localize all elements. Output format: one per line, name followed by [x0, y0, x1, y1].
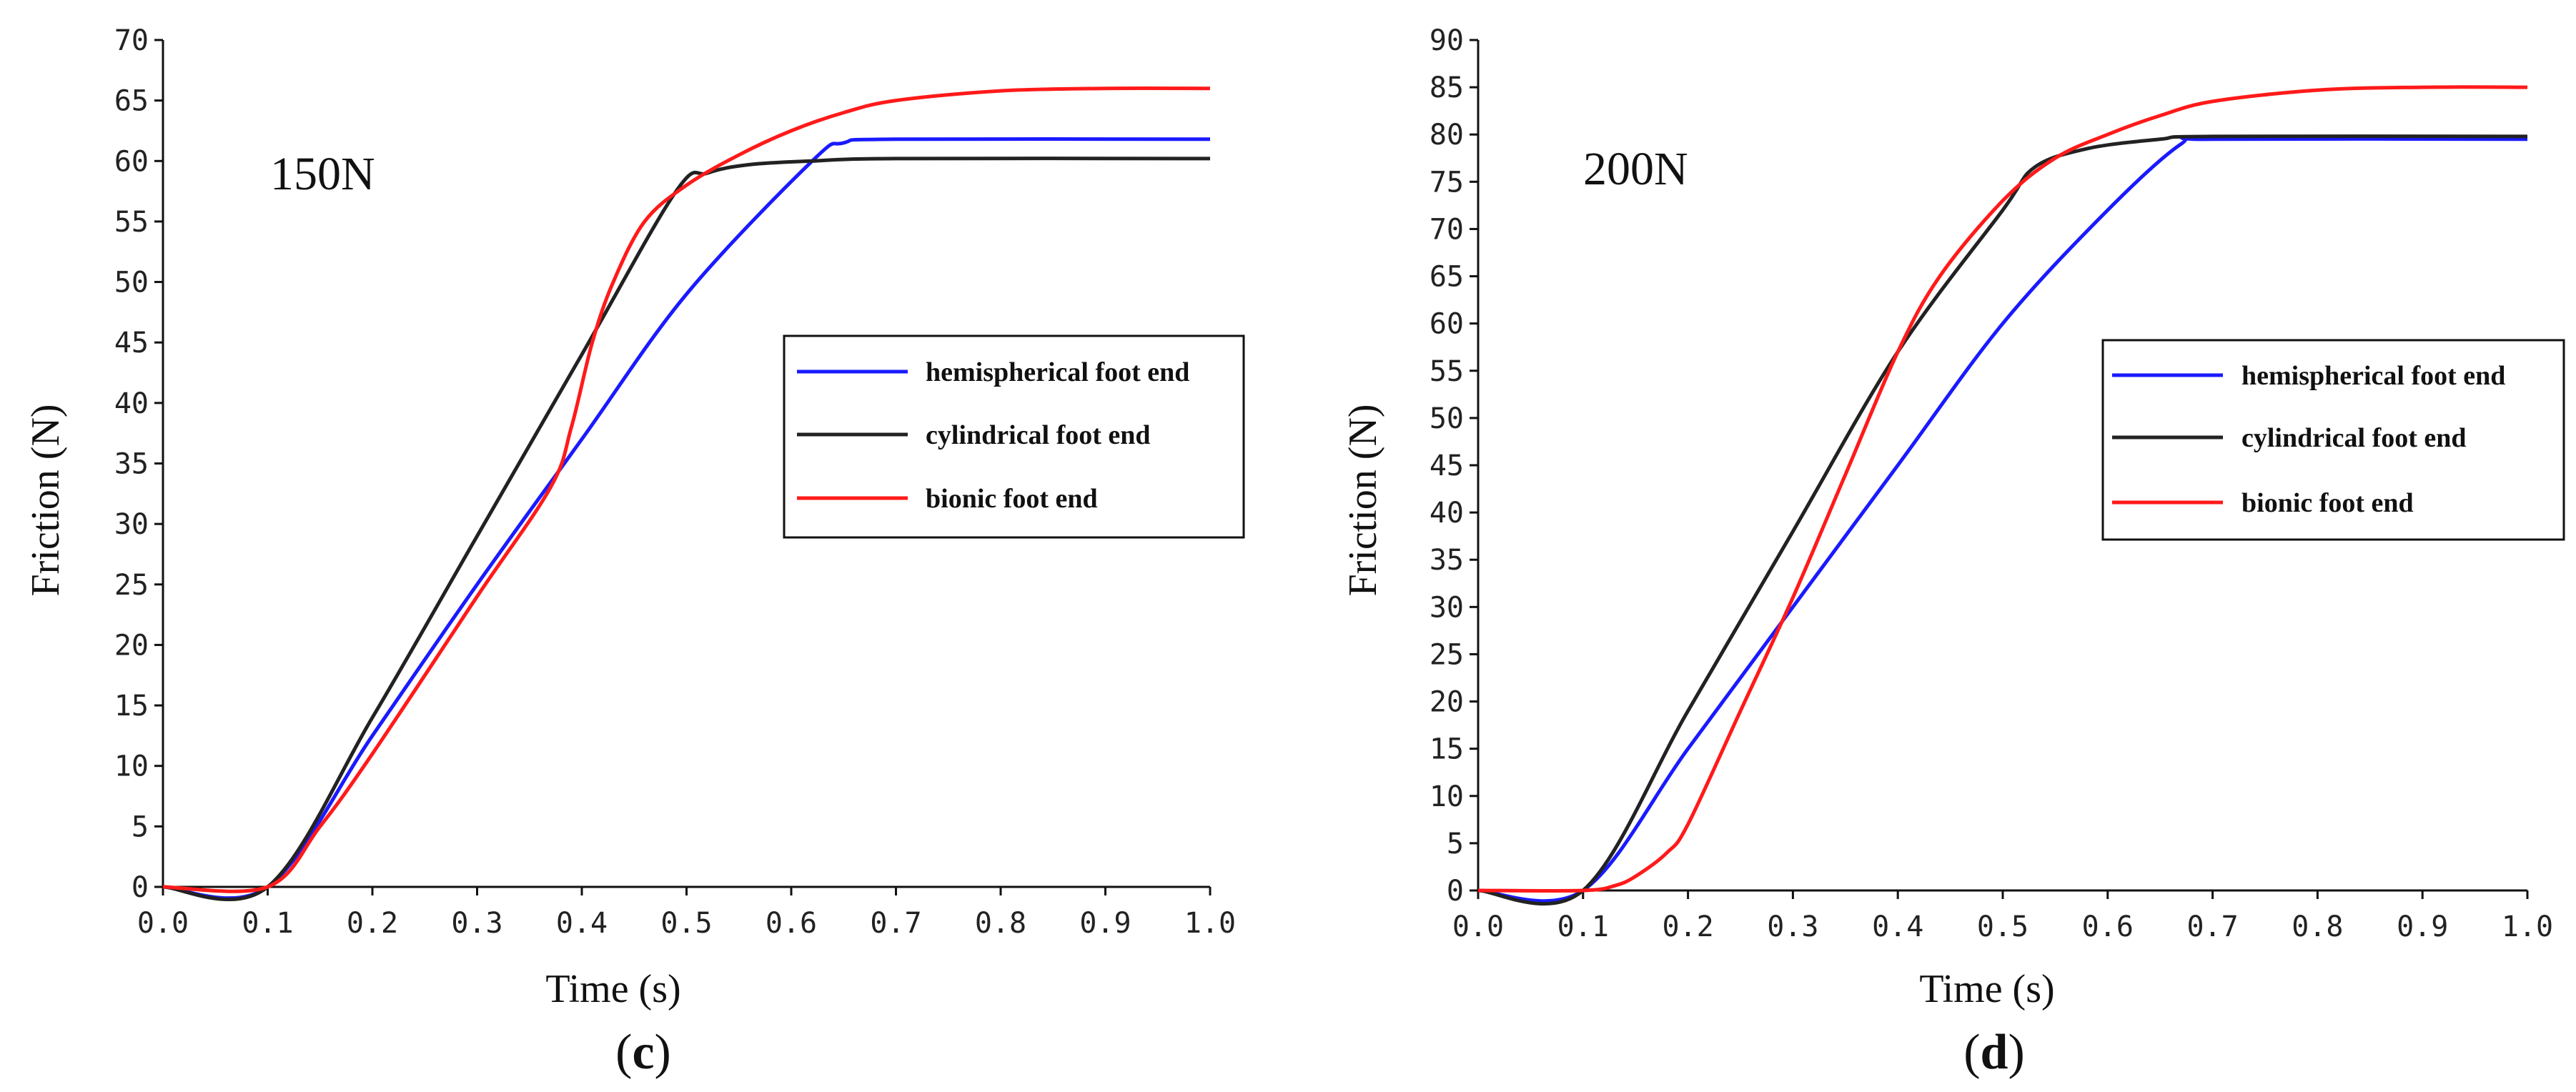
- y-tick-label: 20: [1430, 686, 1464, 719]
- y-tick-label: 65: [114, 85, 149, 118]
- series-line-bionic: [1477, 85, 2528, 893]
- series-line-bionic: [162, 86, 1211, 893]
- x-axis-label: Time (s): [1919, 967, 2054, 1011]
- y-tick-label: 45: [1430, 450, 1464, 482]
- y-tick-label: 50: [114, 267, 149, 299]
- y-tick-label: 50: [1430, 402, 1464, 435]
- y-tick-label: 10: [114, 750, 149, 783]
- x-tick-label: 0.5: [1977, 910, 2028, 943]
- y-tick-label: 70: [1430, 213, 1464, 246]
- y-tick-label: 40: [1430, 497, 1464, 530]
- x-tick-label: 0.1: [242, 907, 293, 940]
- y-tick-label: 75: [1430, 166, 1464, 199]
- y-tick-label: 30: [114, 508, 149, 541]
- y-tick-label: 80: [1430, 119, 1464, 152]
- y-tick-label: 45: [114, 327, 149, 359]
- y-tick-label: 20: [114, 629, 149, 662]
- y-tick-label: 5: [132, 810, 149, 843]
- plot-area: 0 5 10 15 20 25 30 35 40 45 50 55 60 65 70 0.0 0.1 0.2 0.3…: [114, 24, 1236, 940]
- y-tick-label: 65: [1430, 261, 1464, 294]
- panel-caption: (c): [615, 1025, 671, 1080]
- y-axis-label: Friction (N): [24, 404, 68, 596]
- y-tick-label: 10: [1430, 780, 1464, 813]
- legend: hemispherical foot end cylindrical foot …: [2101, 339, 2565, 541]
- x-tick-label: 0.0: [137, 907, 189, 940]
- x-axis-label: Time (s): [545, 967, 680, 1011]
- caption-close: ): [655, 1025, 671, 1080]
- x-tick-label: 0.6: [2082, 910, 2134, 943]
- y-tick-label: 15: [1430, 733, 1464, 766]
- panel-caption: (d): [1963, 1025, 2025, 1080]
- legend-label: bionic foot end: [926, 484, 1098, 514]
- y-tick-label: 70: [114, 24, 149, 57]
- caption-letter: c: [632, 1025, 654, 1080]
- legend-label: cylindrical foot end: [926, 420, 1151, 450]
- chart-title: 200N: [1583, 143, 1688, 195]
- chart-panel-c: 0 5 10 15 20 25 30 35 40 45 50 55 60 65 70 0.0 0.1 0.2 0.3…: [24, 24, 1245, 1080]
- y-tick-label: 5: [1447, 828, 1464, 860]
- y-tick-label: 35: [114, 448, 149, 481]
- y-tick-label: 60: [1430, 308, 1464, 341]
- legend-label: hemispherical foot end: [926, 357, 1189, 387]
- caption-close: ): [2008, 1025, 2024, 1080]
- plot-area: 0 5 10 15 20 25 30 35 40 45 50 55 60 65 70 75 80 85 90 0.0 0…: [1430, 24, 2553, 943]
- y-tick-label: 15: [114, 690, 149, 723]
- y-tick-label: 85: [1430, 71, 1464, 104]
- x-tick-label: 0.9: [1079, 907, 1131, 940]
- x-tick-label: 0.6: [766, 907, 817, 940]
- y-tick-label: 25: [1430, 638, 1464, 671]
- caption-open: (: [615, 1025, 632, 1080]
- series-line-hemispherical: [1477, 135, 2528, 903]
- legend-box: [783, 334, 1245, 539]
- x-tick-label: 0.3: [451, 907, 502, 940]
- x-tick-label: 0.7: [2186, 910, 2238, 943]
- x-tick-label: 0.2: [1662, 910, 1713, 943]
- series-line-hemispherical: [162, 136, 1211, 900]
- chart-panel-d: 0 5 10 15 20 25 30 35 40 45 50 55 60 65 70 75 80 85 90 0.0 0…: [1341, 24, 2565, 1080]
- x-tick-label: 0.2: [347, 907, 398, 940]
- y-tick-label: 0: [1447, 875, 1464, 908]
- x-tick-label: 0.9: [2397, 910, 2448, 943]
- y-tick-label: 35: [1430, 544, 1464, 577]
- y-tick-label: 40: [114, 387, 149, 420]
- caption-open: (: [1963, 1025, 1980, 1080]
- legend: hemispherical foot end cylindrical foot …: [783, 334, 1245, 539]
- x-tick-label: 0.0: [1452, 910, 1504, 943]
- y-tick-label: 60: [114, 145, 149, 178]
- x-tick-label: 0.4: [556, 907, 608, 940]
- legend-label: cylindrical foot end: [2241, 423, 2467, 453]
- x-tick-label: 1.0: [2502, 910, 2553, 943]
- y-tick-label: 55: [1430, 355, 1464, 388]
- y-tick-label: 90: [1430, 24, 1464, 57]
- x-tick-label: 0.1: [1557, 910, 1609, 943]
- y-tick-label: 55: [114, 206, 149, 239]
- y-axis-label: Friction (N): [1341, 404, 1385, 596]
- x-tick-label: 0.3: [1767, 910, 1818, 943]
- x-tick-label: 0.5: [660, 907, 712, 940]
- series-line-cylindrical: [162, 157, 1211, 901]
- y-tick-label: 30: [1430, 591, 1464, 624]
- x-tick-label: 0.7: [870, 907, 921, 940]
- x-tick-label: 0.4: [1872, 910, 1923, 943]
- x-tick-label: 0.8: [2292, 910, 2343, 943]
- x-tick-label: 0.8: [975, 907, 1026, 940]
- legend-label: hemispherical foot end: [2241, 361, 2505, 391]
- y-tick-label: 0: [132, 871, 149, 904]
- x-tick-label: 1.0: [1184, 907, 1236, 940]
- caption-letter: d: [1981, 1025, 2008, 1080]
- legend-label: bionic foot end: [2241, 488, 2414, 518]
- series-line-cylindrical: [1477, 134, 2528, 906]
- chart-title: 150N: [270, 148, 375, 200]
- y-tick-label: 25: [114, 569, 149, 602]
